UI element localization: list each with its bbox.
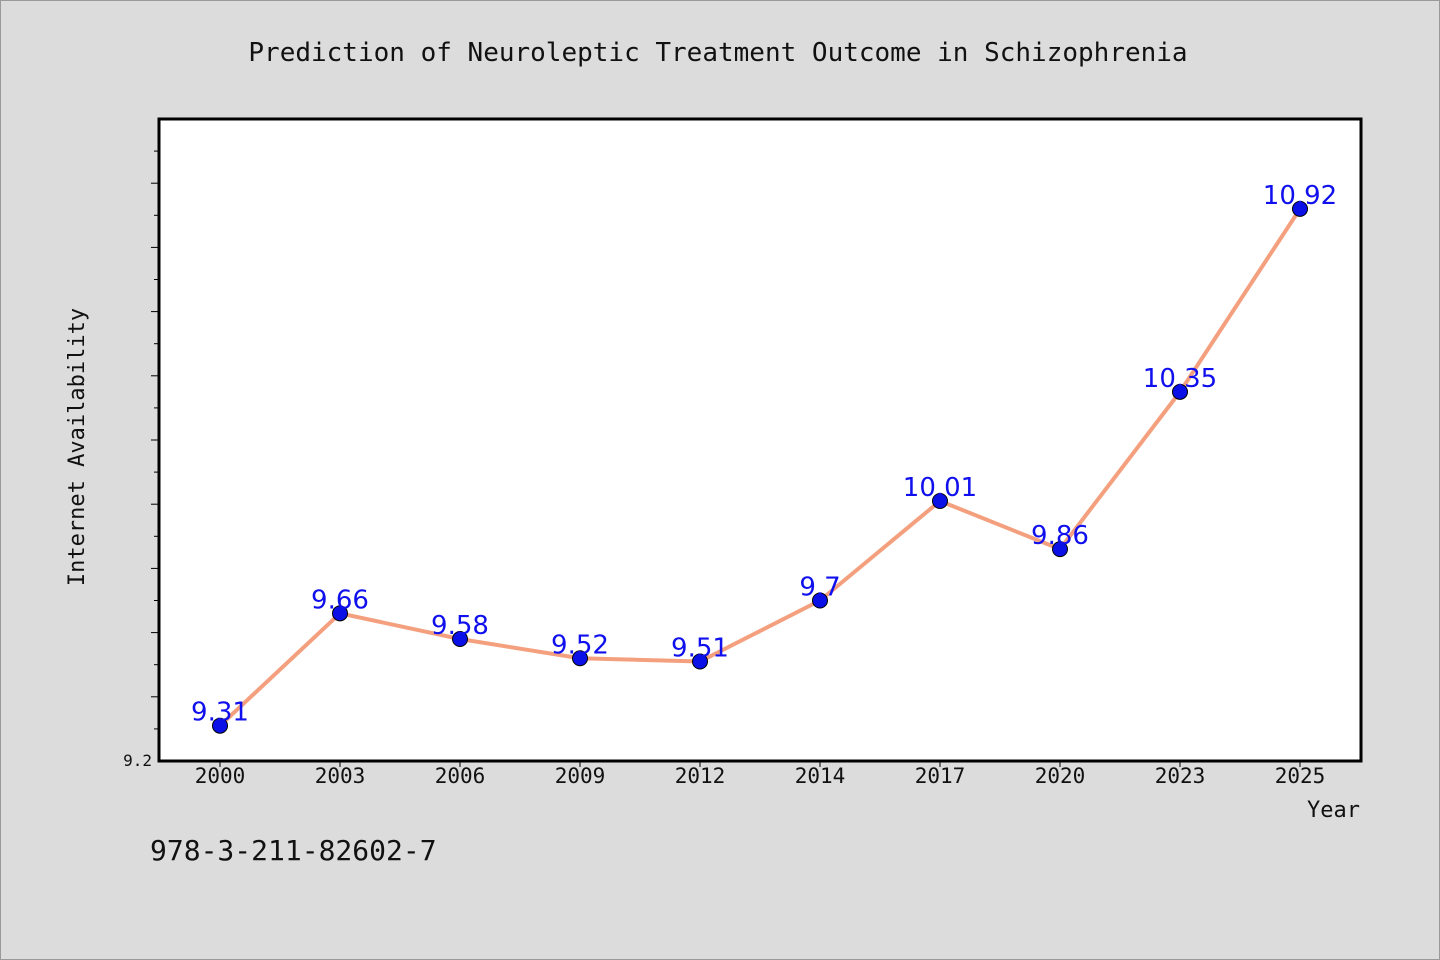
data-labels: 9.31 9.66 9.58 9.52 9.51 9.7 10.01 9.86 10.35 10.…: [191, 181, 1337, 728]
data-point: [1052, 541, 1068, 558]
data-point: [212, 717, 228, 734]
data-point: [572, 650, 588, 667]
x-tick-label: 2020: [1035, 764, 1086, 788]
y-tick-label: 9.2: [123, 751, 152, 770]
chart-title: Prediction of Neuroleptic Treatment Outc…: [248, 38, 1187, 68]
y-axis-ticks: [151, 150, 159, 730]
data-markers: [212, 200, 1308, 734]
x-tick-label: 2017: [915, 764, 966, 788]
data-label: 10.92: [1263, 181, 1337, 211]
x-tick-label: 2023: [1155, 764, 1206, 788]
y-axis-label: Internet Availability: [65, 308, 90, 586]
data-point: [1292, 200, 1308, 217]
data-point: [932, 492, 948, 509]
x-axis-label: Year: [1307, 798, 1360, 823]
data-label: 9.58: [431, 611, 489, 641]
data-point: [452, 631, 468, 648]
data-point: [1172, 383, 1188, 400]
data-label: 10.35: [1143, 364, 1217, 394]
data-label: 9.52: [551, 630, 609, 660]
x-tick-label: 2000: [195, 764, 246, 788]
data-label: 9.7: [799, 573, 840, 603]
data-point: [332, 605, 348, 622]
data-label: 9.51: [671, 633, 729, 663]
x-tick-label: 2012: [675, 764, 726, 788]
isbn-text: 978-3-211-82602-7: [150, 834, 437, 867]
data-label: 10.01: [903, 473, 977, 503]
x-tick-label: 2025: [1275, 764, 1326, 788]
plot-area: [157, 117, 1363, 763]
x-axis-ticks: 2000 2003 2006 2009 2012 2014 2017 2020 2023 2025: [195, 761, 1326, 788]
data-point: [692, 653, 708, 670]
data-label: 9.66: [311, 585, 369, 615]
x-tick-label: 2003: [315, 764, 366, 788]
series-line: [218, 206, 1302, 728]
data-label: 9.31: [191, 698, 249, 728]
x-tick-label: 2014: [795, 764, 846, 788]
x-tick-label: 2006: [435, 764, 486, 788]
x-tick-label: 2009: [555, 764, 606, 788]
data-point: [812, 592, 828, 609]
data-label: 9.86: [1031, 521, 1089, 551]
